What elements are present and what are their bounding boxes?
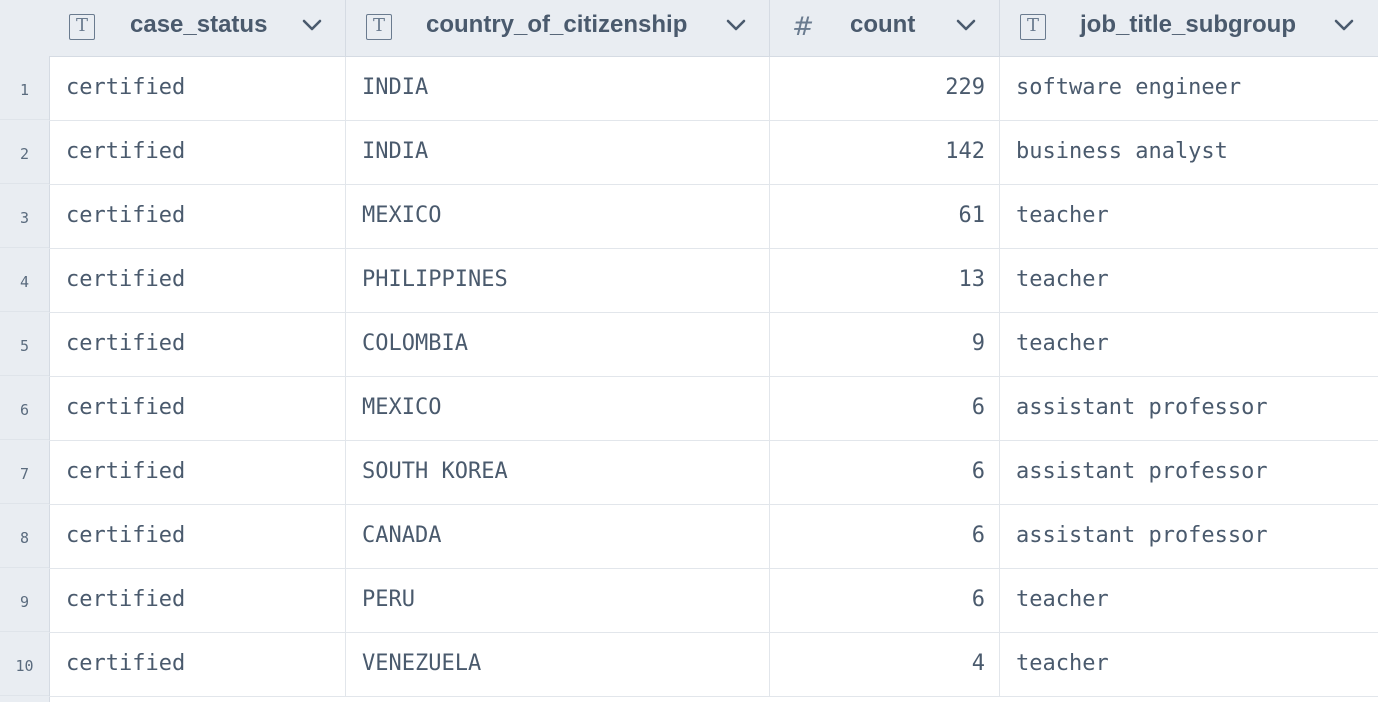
text-type-icon: T bbox=[69, 14, 95, 40]
cell-job[interactable]: business analyst bbox=[1016, 139, 1228, 164]
cell-job[interactable]: software engineer bbox=[1016, 75, 1242, 100]
column-header-case-status[interactable]: T case_status bbox=[49, 0, 346, 56]
row-number[interactable]: 10 bbox=[0, 632, 49, 696]
text-type-icon: T bbox=[366, 14, 392, 40]
table-row: certified COLOMBIA 9 teacher bbox=[49, 313, 1378, 377]
column-header-country-of-citizenship[interactable]: T country_of_citizenship bbox=[346, 0, 770, 56]
cell-case-status[interactable]: certified bbox=[49, 505, 346, 568]
row-number[interactable]: 9 bbox=[0, 568, 49, 632]
cell-job[interactable]: assistant professor bbox=[1016, 459, 1268, 484]
column-title: count bbox=[850, 11, 916, 38]
cell-case-status[interactable]: certified bbox=[49, 249, 346, 312]
row-header-corner[interactable] bbox=[0, 0, 50, 56]
table-row: certified INDIA 142 business analyst bbox=[49, 121, 1378, 185]
table-row: certified PHILIPPINES 13 teacher bbox=[49, 249, 1378, 313]
cell-job[interactable]: teacher bbox=[1016, 267, 1109, 292]
column-header-job-title-subgroup[interactable]: T job_title_subgroup bbox=[1000, 0, 1378, 56]
cell-job[interactable]: teacher bbox=[1016, 587, 1109, 612]
cell-count[interactable]: 13 bbox=[770, 249, 1000, 312]
column-title: case_status bbox=[130, 11, 268, 38]
cell-case-status[interactable]: certified bbox=[49, 633, 346, 696]
cell-case-status[interactable]: certified bbox=[49, 185, 346, 248]
cell-case-status[interactable]: certified bbox=[49, 57, 346, 120]
row-number[interactable]: 7 bbox=[0, 440, 49, 504]
cell-count[interactable]: 229 bbox=[770, 57, 1000, 120]
row-number[interactable]: 4 bbox=[0, 248, 49, 312]
row-number[interactable]: 1 bbox=[0, 56, 49, 120]
text-type-icon: T bbox=[1020, 14, 1046, 40]
table-row: certified SOUTH KOREA 6 assistant professor bbox=[49, 441, 1378, 505]
cell-job[interactable]: teacher bbox=[1016, 331, 1109, 356]
cell-job[interactable]: teacher bbox=[1016, 203, 1109, 228]
column-header-count[interactable]: # count bbox=[770, 0, 1000, 56]
cell-job[interactable]: teacher bbox=[1016, 651, 1109, 676]
cell-country[interactable]: SOUTH KOREA bbox=[346, 441, 770, 504]
cell-count[interactable]: 142 bbox=[770, 121, 1000, 184]
cell-country[interactable]: MEXICO bbox=[346, 185, 770, 248]
cell-case-status[interactable]: certified bbox=[49, 441, 346, 504]
cell-job[interactable]: assistant professor bbox=[1016, 395, 1268, 420]
chevron-down-icon[interactable] bbox=[300, 13, 324, 37]
cell-count[interactable]: 61 bbox=[770, 185, 1000, 248]
cell-country[interactable]: INDIA bbox=[346, 57, 770, 120]
cell-country[interactable]: CANADA bbox=[346, 505, 770, 568]
table-row: certified MEXICO 6 assistant professor bbox=[49, 377, 1378, 441]
cell-count[interactable]: 6 bbox=[770, 441, 1000, 504]
cell-count[interactable]: 6 bbox=[770, 569, 1000, 632]
row-number[interactable]: 6 bbox=[0, 376, 49, 440]
column-header-row: T case_status T country_of_citizenship #… bbox=[0, 0, 1378, 57]
chevron-down-icon[interactable] bbox=[724, 13, 748, 37]
table-body: certified INDIA 229 software engineer certif… bbox=[49, 57, 1378, 702]
chevron-down-icon[interactable] bbox=[954, 13, 978, 37]
cell-country[interactable]: PERU bbox=[346, 569, 770, 632]
cell-count[interactable]: 9 bbox=[770, 313, 1000, 376]
cell-country[interactable]: PHILIPPINES bbox=[346, 249, 770, 312]
cell-country[interactable]: COLOMBIA bbox=[346, 313, 770, 376]
row-number[interactable]: 5 bbox=[0, 312, 49, 376]
table-row: certified MEXICO 61 teacher bbox=[49, 185, 1378, 249]
row-number[interactable]: 2 bbox=[0, 120, 49, 184]
table-row: certified PERU 6 teacher bbox=[49, 569, 1378, 633]
cell-count[interactable]: 6 bbox=[770, 377, 1000, 440]
cell-case-status[interactable]: certified bbox=[49, 569, 346, 632]
row-number-column: 1 2 3 4 5 6 7 8 9 10 bbox=[0, 56, 50, 702]
cell-case-status[interactable]: certified bbox=[49, 121, 346, 184]
chevron-down-icon[interactable] bbox=[1332, 13, 1356, 37]
table-row: certified INDIA 229 software engineer bbox=[49, 57, 1378, 121]
cell-country[interactable]: MEXICO bbox=[346, 377, 770, 440]
cell-job[interactable]: assistant professor bbox=[1016, 523, 1268, 548]
row-number[interactable]: 8 bbox=[0, 504, 49, 568]
table-row: certified CANADA 6 assistant professor bbox=[49, 505, 1378, 569]
column-title: country_of_citizenship bbox=[426, 11, 688, 38]
column-title: job_title_subgroup bbox=[1080, 11, 1296, 38]
cell-case-status[interactable]: certified bbox=[49, 313, 346, 376]
cell-case-status[interactable]: certified bbox=[49, 377, 346, 440]
table-row: certified VENEZUELA 4 teacher bbox=[49, 633, 1378, 697]
cell-country[interactable]: VENEZUELA bbox=[346, 633, 770, 696]
row-number[interactable]: 3 bbox=[0, 184, 49, 248]
cell-count[interactable]: 4 bbox=[770, 633, 1000, 696]
number-type-icon: # bbox=[792, 12, 814, 42]
cell-count[interactable]: 6 bbox=[770, 505, 1000, 568]
cell-country[interactable]: INDIA bbox=[346, 121, 770, 184]
